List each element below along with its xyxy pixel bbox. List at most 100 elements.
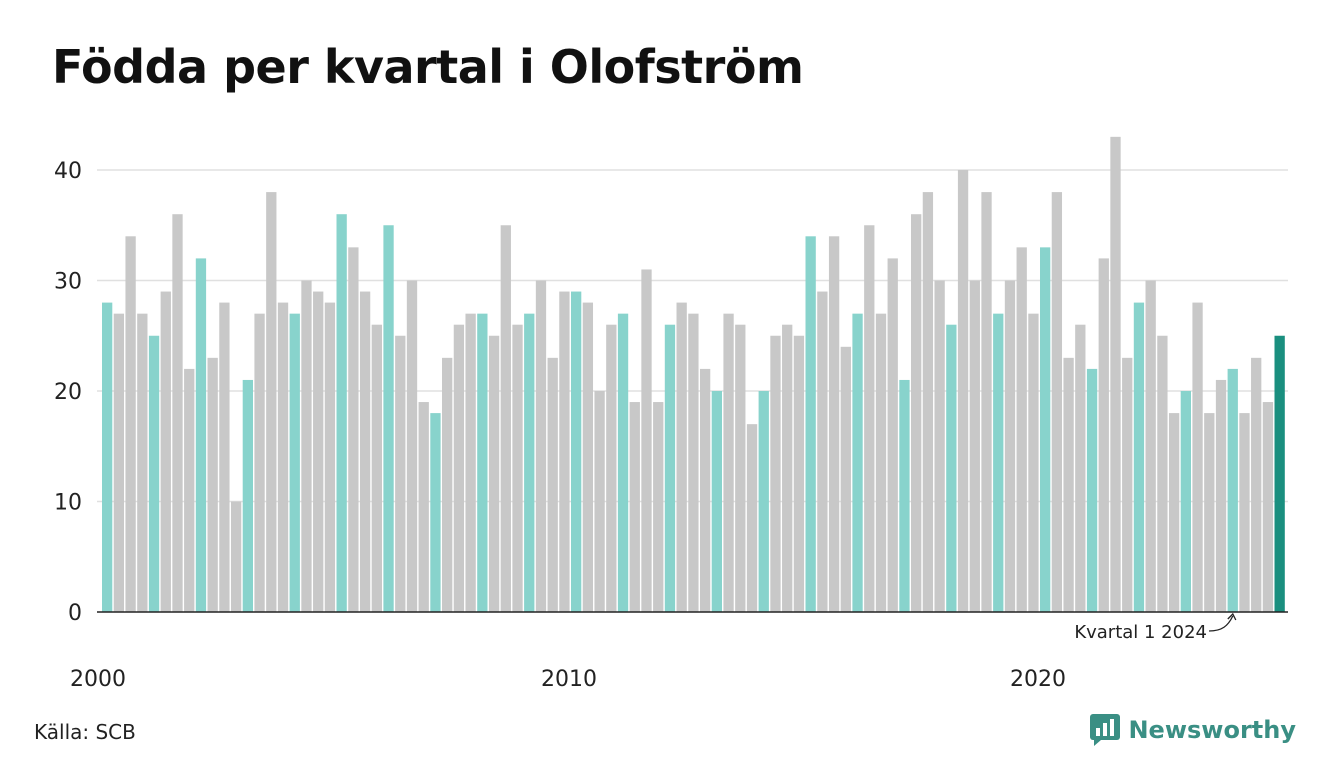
bar bbox=[746, 424, 758, 612]
bar bbox=[1239, 413, 1250, 612]
bar bbox=[582, 302, 594, 612]
bar bbox=[1168, 413, 1180, 612]
bar bbox=[266, 192, 277, 612]
bar bbox=[125, 236, 136, 613]
bar bbox=[1157, 335, 1168, 612]
bar bbox=[1075, 324, 1086, 612]
annotation: Kvartal 1 2024 bbox=[1074, 612, 1237, 643]
source-label: Källa: SCB bbox=[34, 720, 136, 744]
bar bbox=[254, 313, 265, 612]
bar bbox=[289, 313, 300, 612]
bar bbox=[1122, 357, 1133, 612]
bar bbox=[723, 313, 734, 612]
bar bbox=[336, 214, 347, 612]
bar bbox=[1098, 258, 1109, 612]
annotation-arrow bbox=[1208, 615, 1234, 632]
bar bbox=[184, 368, 195, 612]
bar bbox=[442, 357, 453, 612]
bar bbox=[430, 413, 441, 612]
bar bbox=[1145, 280, 1156, 612]
bar bbox=[617, 313, 629, 612]
bar bbox=[113, 313, 125, 612]
bar bbox=[1251, 357, 1262, 612]
annotation-label: Kvartal 1 2024 bbox=[1074, 622, 1207, 643]
bar bbox=[465, 313, 476, 612]
bar bbox=[1192, 302, 1203, 612]
bar bbox=[535, 280, 547, 612]
x-tick-labels: 2000 2010 2020 bbox=[70, 667, 1066, 692]
bar bbox=[1016, 247, 1027, 612]
bar bbox=[676, 302, 687, 612]
bar bbox=[711, 391, 722, 612]
chart-title: Födda per kvartal i Olofström bbox=[52, 40, 804, 94]
bar bbox=[969, 280, 980, 612]
newsworthy-logo-icon bbox=[1090, 714, 1121, 746]
bar bbox=[359, 291, 371, 612]
bar bbox=[957, 170, 969, 612]
bar bbox=[1004, 280, 1016, 612]
bar bbox=[1262, 402, 1274, 612]
bar bbox=[1063, 357, 1074, 612]
bar bbox=[1110, 136, 1121, 612]
brand-name: Newsworthy bbox=[1128, 716, 1296, 744]
bar bbox=[219, 302, 230, 612]
y-tick-label: 40 bbox=[54, 159, 82, 184]
y-tick-label: 10 bbox=[54, 491, 82, 516]
bar bbox=[148, 335, 160, 612]
x-tick-label: 2010 bbox=[541, 667, 597, 692]
bar bbox=[453, 324, 465, 612]
bar bbox=[782, 324, 793, 612]
bar bbox=[277, 302, 289, 612]
bar bbox=[418, 402, 429, 612]
bar bbox=[395, 335, 406, 612]
bar bbox=[629, 402, 640, 612]
bar bbox=[1051, 192, 1063, 612]
bar bbox=[324, 302, 336, 612]
bar bbox=[793, 335, 805, 612]
y-tick-label: 20 bbox=[54, 380, 82, 405]
bar bbox=[160, 291, 171, 612]
bar bbox=[653, 402, 664, 612]
bar bbox=[840, 346, 851, 612]
bar bbox=[172, 214, 183, 612]
bar bbox=[500, 225, 511, 612]
brand: Newsworthy bbox=[1090, 714, 1296, 746]
bar bbox=[547, 357, 558, 612]
bar bbox=[406, 280, 418, 612]
bar bbox=[911, 214, 922, 612]
bar bbox=[242, 379, 253, 612]
bar bbox=[993, 313, 1004, 612]
bar bbox=[770, 335, 781, 612]
bars bbox=[102, 136, 1285, 613]
bar bbox=[559, 291, 570, 612]
bar bbox=[524, 313, 535, 612]
bar bbox=[301, 280, 312, 612]
bar bbox=[981, 192, 992, 612]
bar bbox=[664, 324, 676, 612]
bar bbox=[875, 313, 887, 612]
bar bbox=[852, 313, 863, 612]
bar bbox=[758, 391, 769, 612]
x-tick-label: 2020 bbox=[1010, 667, 1066, 692]
bar bbox=[230, 501, 242, 612]
bar bbox=[102, 302, 113, 612]
bar bbox=[348, 247, 359, 612]
bar bbox=[887, 258, 898, 612]
y-tick-labels: 0 10 20 30 40 bbox=[54, 159, 82, 626]
bar bbox=[383, 225, 394, 612]
bar bbox=[735, 324, 746, 612]
bar bbox=[512, 324, 523, 612]
annotation-arrowhead bbox=[1227, 612, 1237, 621]
bar bbox=[922, 192, 934, 612]
bar bbox=[805, 236, 816, 613]
bar bbox=[899, 379, 910, 612]
x-tick-label: 2000 bbox=[70, 667, 126, 692]
bar bbox=[864, 225, 875, 612]
bar bbox=[1227, 368, 1238, 612]
bar bbox=[946, 324, 957, 612]
bar bbox=[1204, 413, 1215, 612]
bar bbox=[1086, 368, 1098, 612]
bar bbox=[1040, 247, 1051, 612]
bar bbox=[641, 269, 652, 612]
bar bbox=[1133, 302, 1145, 612]
